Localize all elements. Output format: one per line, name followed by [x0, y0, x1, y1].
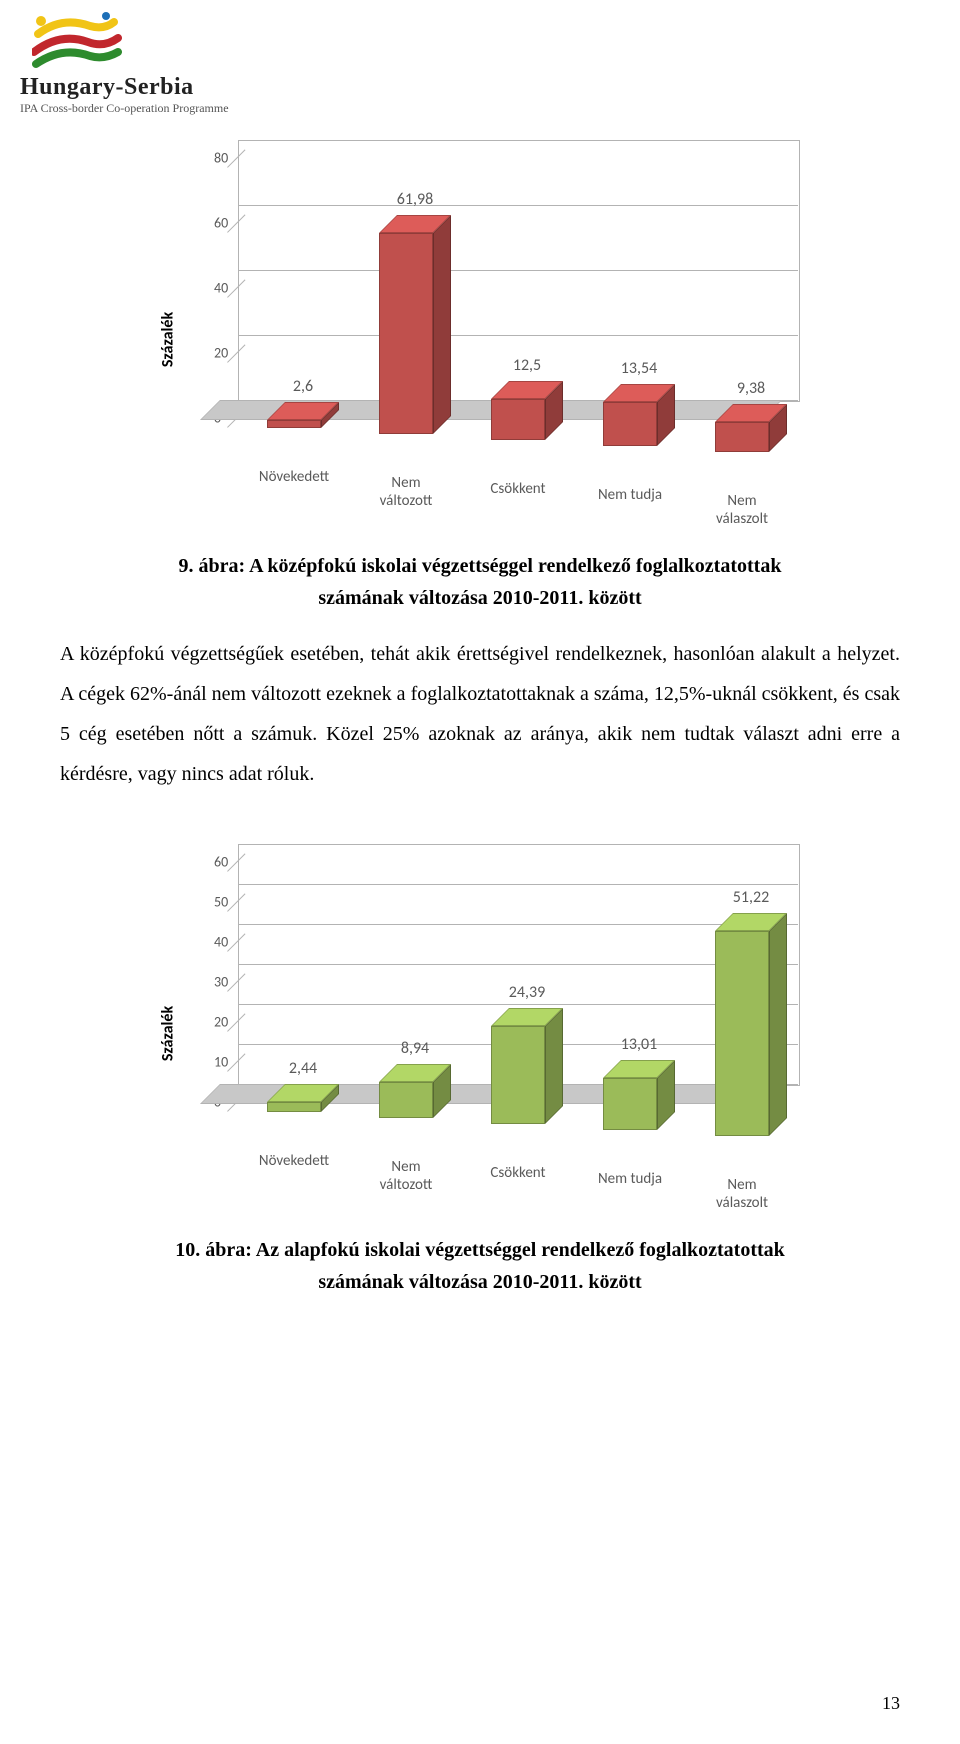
chart-category-label: Nem változott — [380, 1158, 433, 1194]
chart-bar: 13,54 — [603, 384, 675, 446]
chart-datalabel: 9,38 — [737, 379, 765, 398]
chart-bar: 2,44 — [267, 1084, 339, 1112]
page: Hungary-Serbia IPA Cross-border Co-opera… — [0, 0, 960, 1744]
chart-2-figure: Százalék01020304050602,448,9424,3913,015… — [160, 844, 800, 1204]
chart-2-caption: 10. ábra: Az alapfokú iskolai végzettség… — [60, 1234, 900, 1298]
chart-bar: 8,94 — [379, 1064, 451, 1118]
chart-bar: 12,5 — [491, 381, 563, 440]
paragraph-1: A középfokú végzettségűek esetében, tehá… — [60, 634, 900, 794]
chart-bar: 61,98 — [379, 215, 451, 434]
chart-category-label: Nem válaszolt — [716, 1176, 768, 1212]
chart-datalabel: 2,6 — [293, 377, 313, 396]
chart-1-caption: 9. ábra: A középfokú iskolai végzettségg… — [60, 550, 900, 614]
chart-category-label: Növekedett — [259, 1152, 329, 1170]
logo-subtitle: IPA Cross-border Co-operation Programme — [20, 101, 280, 116]
chart-1-figure: Százalék0204060802,661,9812,513,549,38Nö… — [160, 140, 800, 520]
chart-datalabel: 8,94 — [401, 1039, 429, 1058]
logo-title: Hungary-Serbia — [20, 74, 280, 101]
caption-2-prefix: 10. ábra: — [175, 1239, 256, 1261]
caption-1-prefix: 9. ábra: — [179, 555, 250, 577]
page-number: 13 — [882, 1693, 900, 1714]
chart-category-label: Csökkent — [490, 1164, 545, 1182]
chart-category-label: Nem tudja — [598, 486, 662, 504]
chart-datalabel: 61,98 — [397, 190, 433, 209]
caption-1-line1: A középfokú iskolai végzettséggel rendel… — [249, 555, 781, 577]
program-logo: Hungary-Serbia IPA Cross-border Co-opera… — [20, 10, 280, 116]
logo-mark — [32, 10, 122, 70]
chart-datalabel: 13,01 — [621, 1035, 657, 1054]
caption-1-line2: számának változása 2010-2011. között — [318, 587, 641, 609]
caption-2-line1: Az alapfokú iskolai végzettséggel rendel… — [256, 1239, 785, 1261]
chart-category-label: Nem változott — [380, 474, 433, 510]
chart-category-label: Növekedett — [259, 468, 329, 486]
chart-category-label: Nem tudja — [598, 1170, 662, 1188]
chart-bar: 24,39 — [491, 1008, 563, 1124]
caption-2-line2: számának változása 2010-2011. között — [318, 1271, 641, 1293]
chart-category-label: Csökkent — [490, 480, 545, 498]
chart-datalabel: 51,22 — [733, 888, 769, 907]
chart-datalabel: 12,5 — [513, 356, 541, 375]
chart-bar: 9,38 — [715, 404, 787, 452]
chart-ylabel: Százalék — [159, 312, 178, 367]
chart-2: Százalék01020304050602,448,9424,3913,015… — [160, 844, 800, 1204]
chart-datalabel: 24,39 — [509, 983, 545, 1002]
chart-bar: 51,22 — [715, 913, 787, 1136]
chart-1: Százalék0204060802,661,9812,513,549,38Nö… — [160, 140, 800, 520]
chart-bar: 13,01 — [603, 1060, 675, 1130]
chart-category-label: Nem válaszolt — [716, 492, 768, 528]
chart-datalabel: 13,54 — [621, 359, 657, 378]
chart-bar: 2,6 — [267, 402, 339, 428]
chart-ylabel: Százalék — [159, 1006, 178, 1061]
chart-datalabel: 2,44 — [289, 1059, 317, 1078]
